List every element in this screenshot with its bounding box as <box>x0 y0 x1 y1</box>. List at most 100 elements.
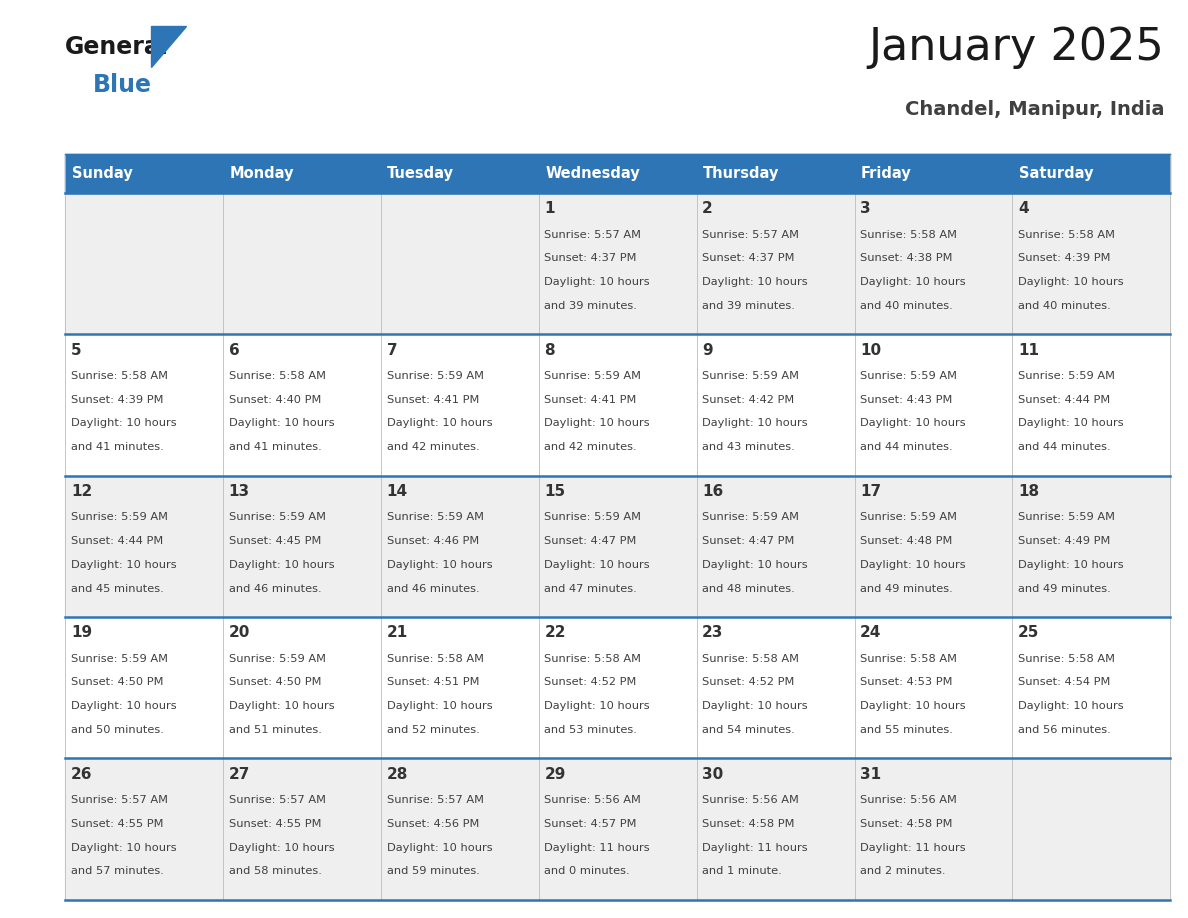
Text: Daylight: 10 hours: Daylight: 10 hours <box>386 419 492 429</box>
Text: 20: 20 <box>229 625 249 641</box>
Text: 10: 10 <box>860 342 881 358</box>
Text: and 40 minutes.: and 40 minutes. <box>1018 301 1111 311</box>
Text: and 56 minutes.: and 56 minutes. <box>1018 725 1111 735</box>
Text: 11: 11 <box>1018 342 1038 358</box>
Text: Sunrise: 5:59 AM: Sunrise: 5:59 AM <box>71 654 168 664</box>
Text: Sunset: 4:52 PM: Sunset: 4:52 PM <box>544 677 637 688</box>
Text: and 50 minutes.: and 50 minutes. <box>71 725 164 735</box>
Text: January 2025: January 2025 <box>868 26 1164 69</box>
Text: Daylight: 11 hours: Daylight: 11 hours <box>544 843 650 853</box>
Text: Sunrise: 5:58 AM: Sunrise: 5:58 AM <box>702 654 800 664</box>
Text: Sunrise: 5:57 AM: Sunrise: 5:57 AM <box>71 795 168 805</box>
Text: Sunrise: 5:58 AM: Sunrise: 5:58 AM <box>71 371 168 381</box>
Text: 21: 21 <box>386 625 407 641</box>
Text: Sunrise: 5:57 AM: Sunrise: 5:57 AM <box>702 230 800 240</box>
Text: 31: 31 <box>860 767 881 782</box>
Text: Sunset: 4:39 PM: Sunset: 4:39 PM <box>71 395 164 405</box>
Text: Sunrise: 5:59 AM: Sunrise: 5:59 AM <box>71 512 168 522</box>
Text: Sunrise: 5:58 AM: Sunrise: 5:58 AM <box>1018 230 1114 240</box>
Text: and 59 minutes.: and 59 minutes. <box>386 867 480 877</box>
Text: Sunset: 4:40 PM: Sunset: 4:40 PM <box>229 395 321 405</box>
Text: Daylight: 10 hours: Daylight: 10 hours <box>1018 419 1124 429</box>
Text: 6: 6 <box>229 342 240 358</box>
Text: Sunset: 4:50 PM: Sunset: 4:50 PM <box>71 677 164 688</box>
Text: Sunset: 4:47 PM: Sunset: 4:47 PM <box>702 536 795 546</box>
Text: Saturday: Saturday <box>1018 166 1093 181</box>
Text: Sunset: 4:45 PM: Sunset: 4:45 PM <box>229 536 321 546</box>
Text: Daylight: 10 hours: Daylight: 10 hours <box>544 277 650 287</box>
Text: 7: 7 <box>386 342 397 358</box>
Text: Sunrise: 5:56 AM: Sunrise: 5:56 AM <box>544 795 642 805</box>
Text: Sunset: 4:50 PM: Sunset: 4:50 PM <box>229 677 321 688</box>
Text: Tuesday: Tuesday <box>387 166 454 181</box>
Text: Sunrise: 5:56 AM: Sunrise: 5:56 AM <box>702 795 800 805</box>
Text: Sunrise: 5:59 AM: Sunrise: 5:59 AM <box>229 512 326 522</box>
Text: Daylight: 10 hours: Daylight: 10 hours <box>860 419 966 429</box>
Text: Sunrise: 5:58 AM: Sunrise: 5:58 AM <box>860 654 958 664</box>
Text: Daylight: 10 hours: Daylight: 10 hours <box>1018 277 1124 287</box>
Text: 17: 17 <box>860 484 881 499</box>
Text: and 1 minute.: and 1 minute. <box>702 867 782 877</box>
Text: Sunrise: 5:59 AM: Sunrise: 5:59 AM <box>386 512 484 522</box>
Text: and 46 minutes.: and 46 minutes. <box>386 584 479 594</box>
Text: Sunset: 4:44 PM: Sunset: 4:44 PM <box>1018 395 1110 405</box>
Text: Sunrise: 5:57 AM: Sunrise: 5:57 AM <box>229 795 326 805</box>
Text: 16: 16 <box>702 484 723 499</box>
Text: and 44 minutes.: and 44 minutes. <box>1018 442 1111 453</box>
Text: 9: 9 <box>702 342 713 358</box>
Text: Daylight: 10 hours: Daylight: 10 hours <box>229 560 334 570</box>
Text: 1: 1 <box>544 201 555 217</box>
Text: Daylight: 10 hours: Daylight: 10 hours <box>229 419 334 429</box>
Text: Sunrise: 5:57 AM: Sunrise: 5:57 AM <box>544 230 642 240</box>
Text: Sunset: 4:37 PM: Sunset: 4:37 PM <box>544 253 637 263</box>
Text: and 43 minutes.: and 43 minutes. <box>702 442 795 453</box>
Text: 23: 23 <box>702 625 723 641</box>
Text: and 42 minutes.: and 42 minutes. <box>386 442 479 453</box>
Text: Sunrise: 5:59 AM: Sunrise: 5:59 AM <box>860 512 958 522</box>
Text: 2: 2 <box>702 201 713 217</box>
Text: Chandel, Manipur, India: Chandel, Manipur, India <box>905 100 1164 118</box>
Text: Sunset: 4:38 PM: Sunset: 4:38 PM <box>860 253 953 263</box>
Text: Daylight: 10 hours: Daylight: 10 hours <box>702 277 808 287</box>
Text: Sunset: 4:41 PM: Sunset: 4:41 PM <box>386 395 479 405</box>
Text: and 49 minutes.: and 49 minutes. <box>1018 584 1111 594</box>
Text: Sunset: 4:48 PM: Sunset: 4:48 PM <box>860 536 953 546</box>
Text: Sunset: 4:52 PM: Sunset: 4:52 PM <box>702 677 795 688</box>
Text: and 49 minutes.: and 49 minutes. <box>860 584 953 594</box>
Text: Sunrise: 5:59 AM: Sunrise: 5:59 AM <box>702 371 800 381</box>
Text: Sunset: 4:49 PM: Sunset: 4:49 PM <box>1018 536 1111 546</box>
Text: Sunrise: 5:59 AM: Sunrise: 5:59 AM <box>229 654 326 664</box>
Text: Daylight: 10 hours: Daylight: 10 hours <box>1018 560 1124 570</box>
Text: Daylight: 10 hours: Daylight: 10 hours <box>71 419 177 429</box>
Text: Sunrise: 5:59 AM: Sunrise: 5:59 AM <box>702 512 800 522</box>
Text: Sunset: 4:46 PM: Sunset: 4:46 PM <box>386 536 479 546</box>
Text: Blue: Blue <box>93 73 152 97</box>
Text: Sunrise: 5:58 AM: Sunrise: 5:58 AM <box>386 654 484 664</box>
Text: Daylight: 10 hours: Daylight: 10 hours <box>544 560 650 570</box>
Text: and 41 minutes.: and 41 minutes. <box>71 442 164 453</box>
Text: 29: 29 <box>544 767 565 782</box>
Text: Daylight: 10 hours: Daylight: 10 hours <box>860 701 966 711</box>
Text: and 47 minutes.: and 47 minutes. <box>544 584 637 594</box>
Text: 27: 27 <box>229 767 249 782</box>
Text: Friday: Friday <box>861 166 911 181</box>
Text: General: General <box>65 35 169 59</box>
Text: 13: 13 <box>229 484 249 499</box>
Text: 25: 25 <box>1018 625 1040 641</box>
Text: Daylight: 11 hours: Daylight: 11 hours <box>860 843 966 853</box>
Text: 26: 26 <box>71 767 93 782</box>
Text: and 45 minutes.: and 45 minutes. <box>71 584 164 594</box>
Polygon shape <box>151 26 185 67</box>
Text: Daylight: 10 hours: Daylight: 10 hours <box>386 701 492 711</box>
Text: and 0 minutes.: and 0 minutes. <box>544 867 630 877</box>
Text: Sunrise: 5:59 AM: Sunrise: 5:59 AM <box>386 371 484 381</box>
Text: 28: 28 <box>386 767 407 782</box>
Text: Sunrise: 5:58 AM: Sunrise: 5:58 AM <box>1018 654 1114 664</box>
Text: 3: 3 <box>860 201 871 217</box>
Text: Sunrise: 5:58 AM: Sunrise: 5:58 AM <box>860 230 958 240</box>
Text: and 41 minutes.: and 41 minutes. <box>229 442 322 453</box>
Text: Daylight: 10 hours: Daylight: 10 hours <box>702 560 808 570</box>
Text: 19: 19 <box>71 625 91 641</box>
Text: Daylight: 10 hours: Daylight: 10 hours <box>386 560 492 570</box>
Text: and 58 minutes.: and 58 minutes. <box>229 867 322 877</box>
